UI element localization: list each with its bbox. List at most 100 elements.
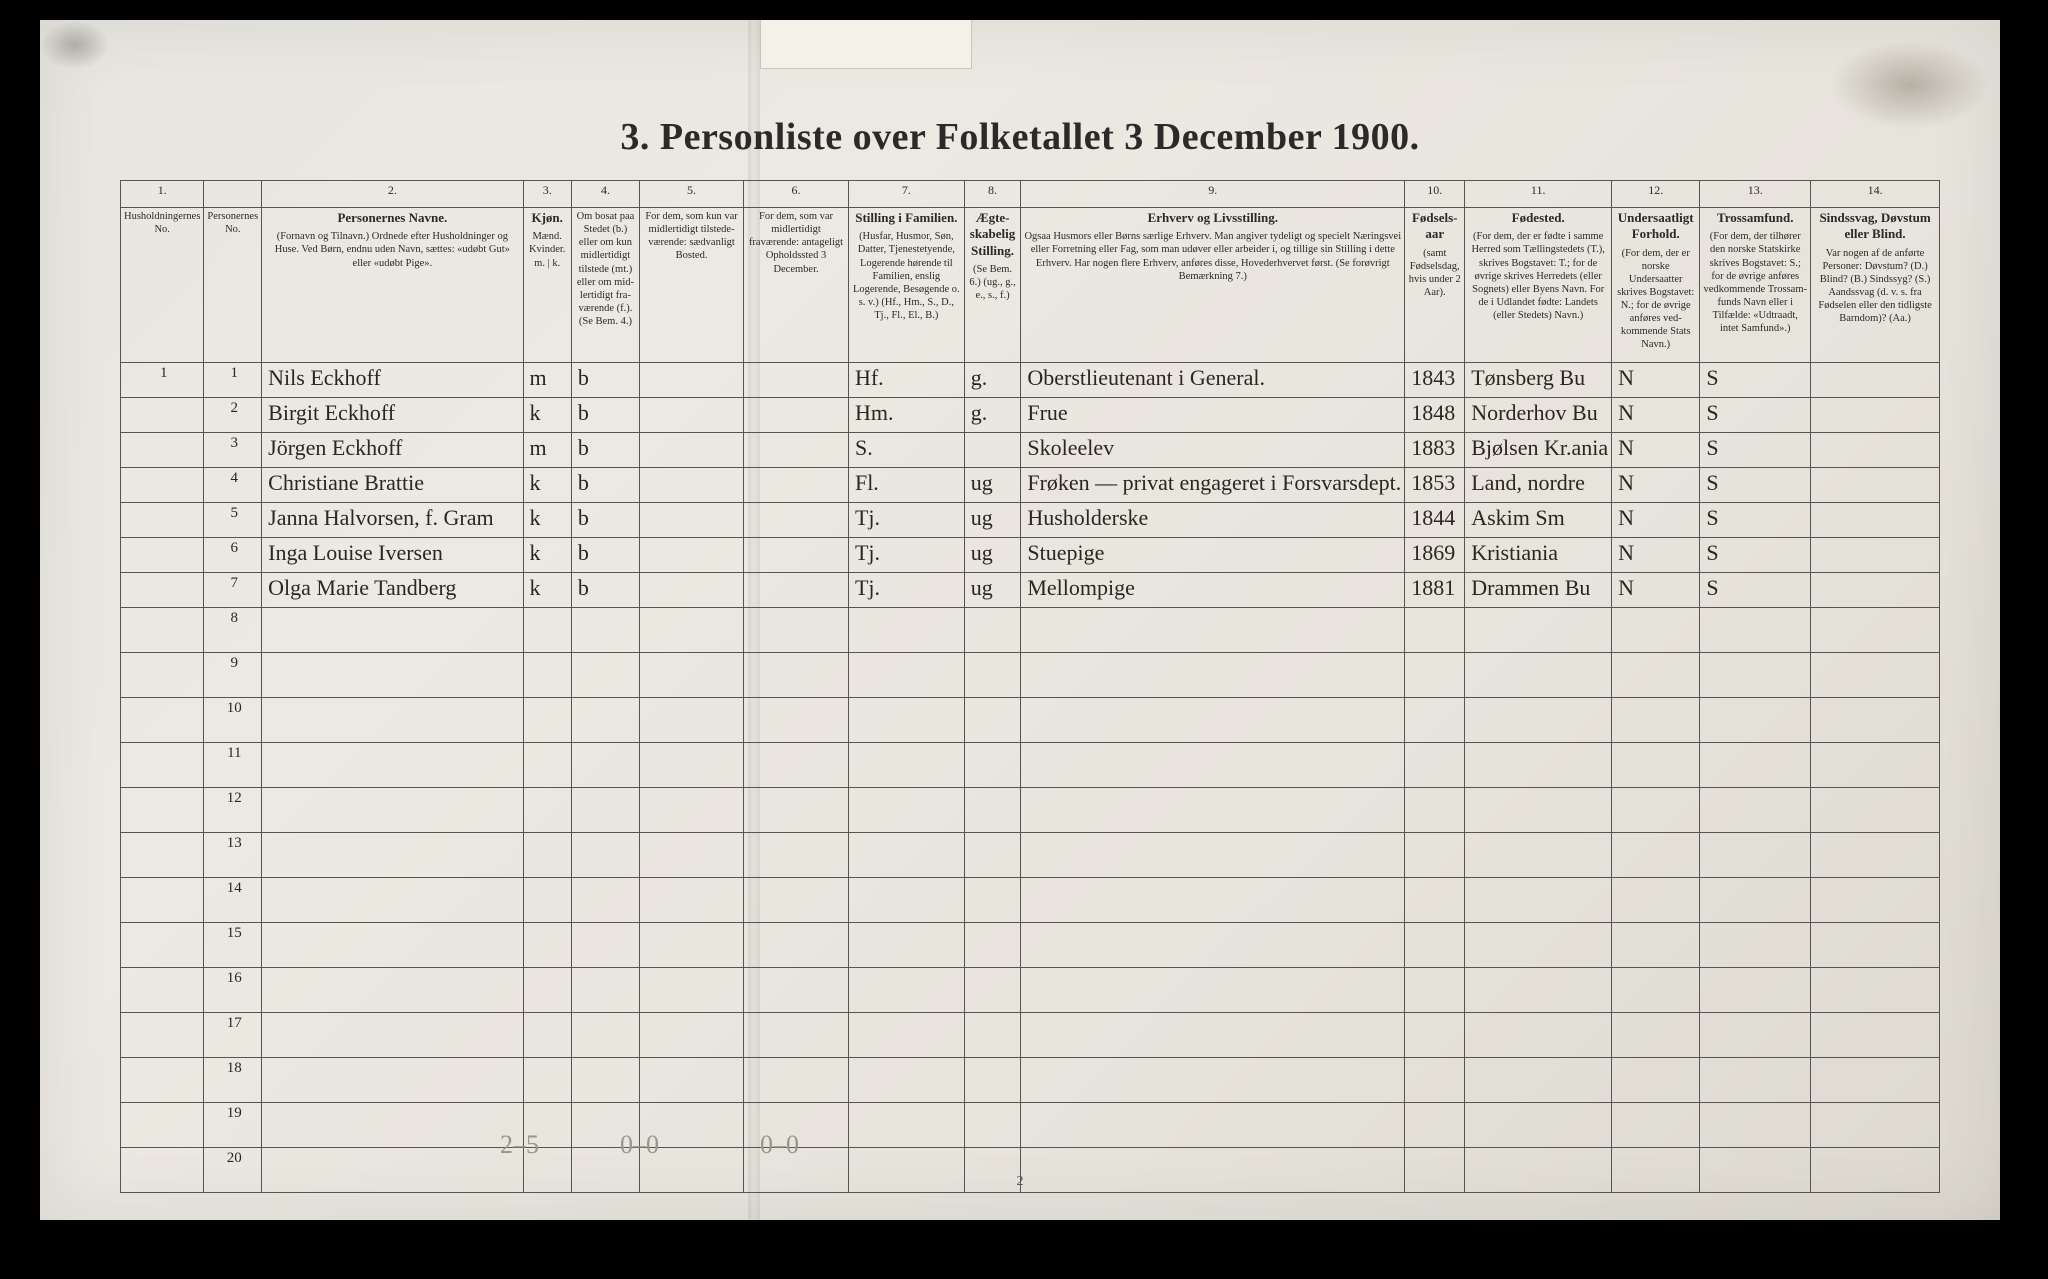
table-row: 11Nils EckhoffmbHf.g.Oberstlieutenant i …: [121, 363, 1940, 398]
column-header: Kjøn.Mænd. Kvinder. m. | k.: [523, 208, 571, 363]
cell-away: [744, 698, 849, 743]
column-number: 1.: [121, 181, 204, 208]
cell-pres: b: [571, 363, 639, 398]
cell-birthplace: [1465, 743, 1612, 788]
cell-away: [744, 743, 849, 788]
cell-hh: [121, 468, 204, 503]
table-row: 7Olga Marie TandbergkbTj.ugMellompige188…: [121, 573, 1940, 608]
cell-no: 17: [204, 1013, 262, 1058]
column-number: 5.: [640, 181, 744, 208]
cell-year: 1881: [1405, 573, 1465, 608]
table-row-empty: 12: [121, 788, 1940, 833]
cell-pres: b: [571, 538, 639, 573]
cell-temp: [640, 923, 744, 968]
cell-sex: k: [523, 398, 571, 433]
cell-dis: [1811, 743, 1940, 788]
cell-occ: [1021, 968, 1405, 1013]
table-row-empty: 14: [121, 878, 1940, 923]
table-row-empty: 17: [121, 1013, 1940, 1058]
cell-temp: [640, 653, 744, 698]
cell-dis: [1811, 698, 1940, 743]
cell-pres: [571, 923, 639, 968]
cell-year: [1405, 743, 1465, 788]
cell-no: 19: [204, 1103, 262, 1148]
cell-fam: Tj.: [848, 573, 964, 608]
cell-dis: [1811, 433, 1940, 468]
column-header: Stilling i Familien. (Husfar, Husmor, Søn…: [848, 208, 964, 363]
cell-nat: [1612, 923, 1700, 968]
cell-year: [1405, 1058, 1465, 1103]
cell-year: 1883: [1405, 433, 1465, 468]
column-number: 11.: [1465, 181, 1612, 208]
column-subtitle: (samt Fødsels­dag, hvis under 2 Aar).: [1408, 247, 1461, 300]
cell-civ: [964, 788, 1021, 833]
cell-sex: [523, 833, 571, 878]
cell-nat: N: [1612, 468, 1700, 503]
cell-nat: N: [1612, 398, 1700, 433]
cell-away: [744, 538, 849, 573]
cell-hh: [121, 788, 204, 833]
cell-occ: [1021, 743, 1405, 788]
cell-no: 14: [204, 878, 262, 923]
column-header-row: Husholdningernes No.Personernes No.Perso…: [121, 208, 1940, 363]
cell-birthplace: Norderhov Bu: [1465, 398, 1612, 433]
cell-sex: [523, 878, 571, 923]
cell-temp: [640, 398, 744, 433]
cell-temp: [640, 788, 744, 833]
cell-hh: [121, 1058, 204, 1103]
cell-pres: b: [571, 398, 639, 433]
column-subtitle: (For dem, der er norske Undersaatter skr…: [1615, 247, 1696, 352]
cell-dis: [1811, 878, 1940, 923]
cell-civ: ug: [964, 468, 1021, 503]
cell-rel: S: [1700, 363, 1811, 398]
cell-away: [744, 833, 849, 878]
cell-year: [1405, 1103, 1465, 1148]
cell-temp: [640, 968, 744, 1013]
column-title: Erhverv og Livsstilling.: [1024, 210, 1401, 226]
cell-pres: [571, 1058, 639, 1103]
cell-away: [744, 573, 849, 608]
cell-temp: [640, 698, 744, 743]
census-page: 3. Personliste over Folketallet 3 Decemb…: [40, 20, 2000, 1220]
cell-pres: [571, 608, 639, 653]
cell-occ: [1021, 923, 1405, 968]
page-title: 3. Personliste over Folketallet 3 Decemb…: [40, 115, 2000, 159]
cell-occ: [1021, 1058, 1405, 1103]
column-title: Stilling i Familien.: [852, 210, 961, 226]
cell-fam: [848, 1058, 964, 1103]
cell-hh: [121, 538, 204, 573]
column-number: 8.: [964, 181, 1021, 208]
cell-dis: [1811, 923, 1940, 968]
cell-dis: [1811, 788, 1940, 833]
column-header: Ægte-skabelig Stilling.(Se Bem. 6.) (ug.…: [964, 208, 1021, 363]
cell-no: 13: [204, 833, 262, 878]
cell-rel: S: [1700, 433, 1811, 468]
cell-occ: Mellompige: [1021, 573, 1405, 608]
cell-no: 3: [204, 433, 262, 468]
column-header: Om bosat paa Stedet (b.) eller om kun mi…: [571, 208, 639, 363]
cell-pres: b: [571, 468, 639, 503]
cell-name: [262, 1013, 523, 1058]
cell-civ: g.: [964, 398, 1021, 433]
cell-civ: [964, 698, 1021, 743]
cell-rel: [1700, 653, 1811, 698]
column-header: Trossamfund.(For dem, der tilhører den n…: [1700, 208, 1811, 363]
cell-year: [1405, 833, 1465, 878]
cell-hh: [121, 698, 204, 743]
cell-rel: [1700, 698, 1811, 743]
column-subtitle: Personernes No.: [207, 210, 258, 236]
cell-fam: [848, 608, 964, 653]
cell-away: [744, 503, 849, 538]
cell-fam: Hm.: [848, 398, 964, 433]
cell-rel: [1700, 833, 1811, 878]
cell-rel: S: [1700, 538, 1811, 573]
table-row-empty: 16: [121, 968, 1940, 1013]
column-title: Fødsels­aar: [1408, 210, 1461, 243]
cell-name: Christiane Brattie: [262, 468, 523, 503]
cell-rel: [1700, 788, 1811, 833]
cell-occ: [1021, 653, 1405, 698]
column-title: Kjøn.: [527, 210, 568, 226]
cell-year: 1869: [1405, 538, 1465, 573]
table-row-empty: 9: [121, 653, 1940, 698]
column-subtitle: (Husfar, Husmor, Søn, Datter, Tjenestety…: [852, 230, 961, 322]
